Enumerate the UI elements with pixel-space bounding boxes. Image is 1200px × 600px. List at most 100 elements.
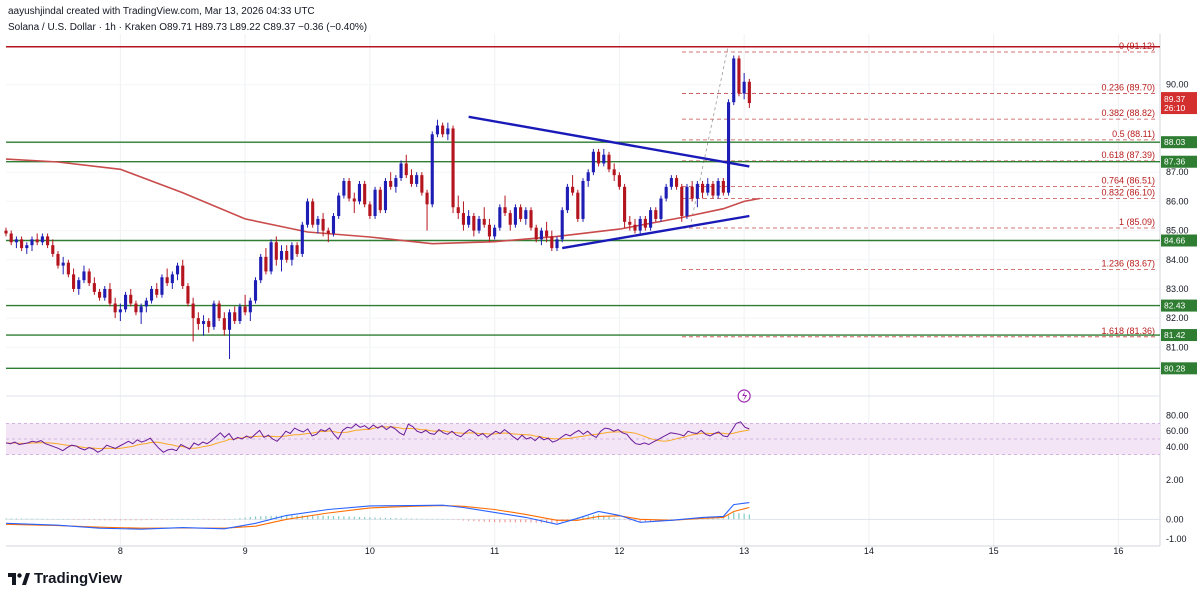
- macd-histogram-bar: [41, 518, 43, 520]
- candle-body: [586, 172, 590, 181]
- candle-body: [430, 134, 434, 205]
- candle-body: [285, 251, 289, 260]
- candle-body: [602, 154, 606, 164]
- candle-body: [311, 201, 315, 225]
- candle-body: [259, 256, 263, 281]
- x-tick-label: 14: [864, 546, 874, 556]
- candle-body: [394, 178, 398, 187]
- candle-body: [175, 265, 180, 275]
- candle: [155, 283, 159, 298]
- symbol-info[interactable]: Solana / U.S. Dollar · 1h · Kraken O89.7…: [8, 22, 367, 33]
- candle-body: [108, 288, 112, 304]
- candle: [300, 221, 304, 257]
- macd-histogram-bar: [509, 519, 511, 523]
- candle: [311, 198, 315, 228]
- candle: [222, 312, 226, 336]
- fib-level-label: 1.618 (81.36): [1101, 326, 1155, 336]
- macd-histogram-bar: [343, 516, 345, 520]
- macd-histogram-bar: [156, 519, 158, 520]
- candle: [103, 286, 107, 301]
- candle: [643, 216, 647, 231]
- candle-body: [747, 81, 751, 104]
- candle-body: [513, 207, 517, 225]
- candle-body: [716, 180, 720, 196]
- candle-body: [212, 303, 216, 327]
- candle-body: [56, 253, 60, 266]
- macd-histogram-bar: [587, 515, 589, 520]
- x-tick-label: 13: [739, 546, 749, 556]
- candle: [519, 204, 523, 222]
- candle: [30, 236, 34, 252]
- candle: [269, 239, 273, 275]
- candle-body: [597, 151, 601, 164]
- candle: [243, 294, 247, 316]
- candle: [82, 265, 86, 284]
- candle-body: [363, 183, 367, 205]
- candle: [233, 306, 237, 324]
- y-tick-label: 84.00: [1166, 255, 1189, 265]
- macd-histogram-bar: [260, 516, 262, 520]
- macd-histogram-bar: [213, 519, 215, 520]
- candle: [649, 207, 653, 231]
- candle-body: [274, 242, 278, 260]
- macd-histogram-bar: [488, 519, 491, 522]
- candle-body: [633, 224, 637, 231]
- candle: [711, 180, 715, 199]
- x-tick-label: 10: [365, 546, 375, 556]
- macd-histogram-bar: [36, 518, 38, 520]
- macd-histogram-bar: [10, 518, 12, 520]
- candle: [415, 172, 419, 187]
- level-tag: [1161, 234, 1197, 247]
- candle: [92, 277, 96, 295]
- candle: [295, 242, 299, 257]
- macd-histogram-bar: [46, 518, 49, 520]
- y-tick-label: 85.00: [1166, 226, 1189, 236]
- candle-body: [321, 218, 325, 231]
- candle: [612, 163, 616, 181]
- macd-histogram-bar: [707, 518, 709, 520]
- macd-histogram-bar: [353, 516, 355, 520]
- tradingview-brand[interactable]: TradingView: [8, 570, 122, 587]
- macd-histogram-bar: [572, 518, 574, 520]
- candle-body: [700, 183, 705, 193]
- candle-body: [446, 128, 450, 135]
- candle-body: [77, 280, 81, 289]
- candle-body: [742, 81, 746, 94]
- candle: [732, 55, 736, 106]
- macd-histogram-bar: [223, 519, 225, 520]
- macd-histogram-bar: [421, 518, 423, 520]
- macd-histogram-bar: [608, 516, 610, 520]
- candle: [207, 318, 211, 333]
- candle: [602, 148, 606, 167]
- candle-body: [383, 180, 388, 211]
- brand-name: TradingView: [34, 570, 123, 587]
- macd-histogram-bar: [338, 516, 340, 520]
- macd-histogram-bar: [15, 518, 17, 520]
- x-tick-label: 15: [989, 546, 999, 556]
- candle: [446, 122, 450, 141]
- candle: [72, 268, 76, 292]
- macd-histogram-bar: [270, 515, 272, 520]
- macd-histogram-bar: [52, 518, 54, 520]
- candle-body: [721, 180, 725, 193]
- candle-body: [113, 303, 117, 313]
- candle-body: [227, 312, 232, 330]
- candle-body: [389, 180, 393, 187]
- candle: [25, 242, 29, 254]
- trendline: [468, 115, 750, 168]
- macd-histogram-bar: [317, 515, 319, 520]
- candle-body: [415, 175, 419, 184]
- macd-histogram-bar: [239, 518, 241, 520]
- candle: [217, 300, 221, 322]
- candle-body: [331, 216, 336, 234]
- macd-histogram-bar: [468, 519, 470, 521]
- candle: [191, 297, 195, 342]
- candle: [66, 259, 70, 278]
- rsi-line: [5, 421, 750, 453]
- macd-histogram-bar: [93, 519, 95, 521]
- candle: [357, 180, 362, 205]
- candle-body: [295, 245, 299, 254]
- macd-histogram-bar: [618, 518, 620, 520]
- candle-body: [628, 221, 632, 225]
